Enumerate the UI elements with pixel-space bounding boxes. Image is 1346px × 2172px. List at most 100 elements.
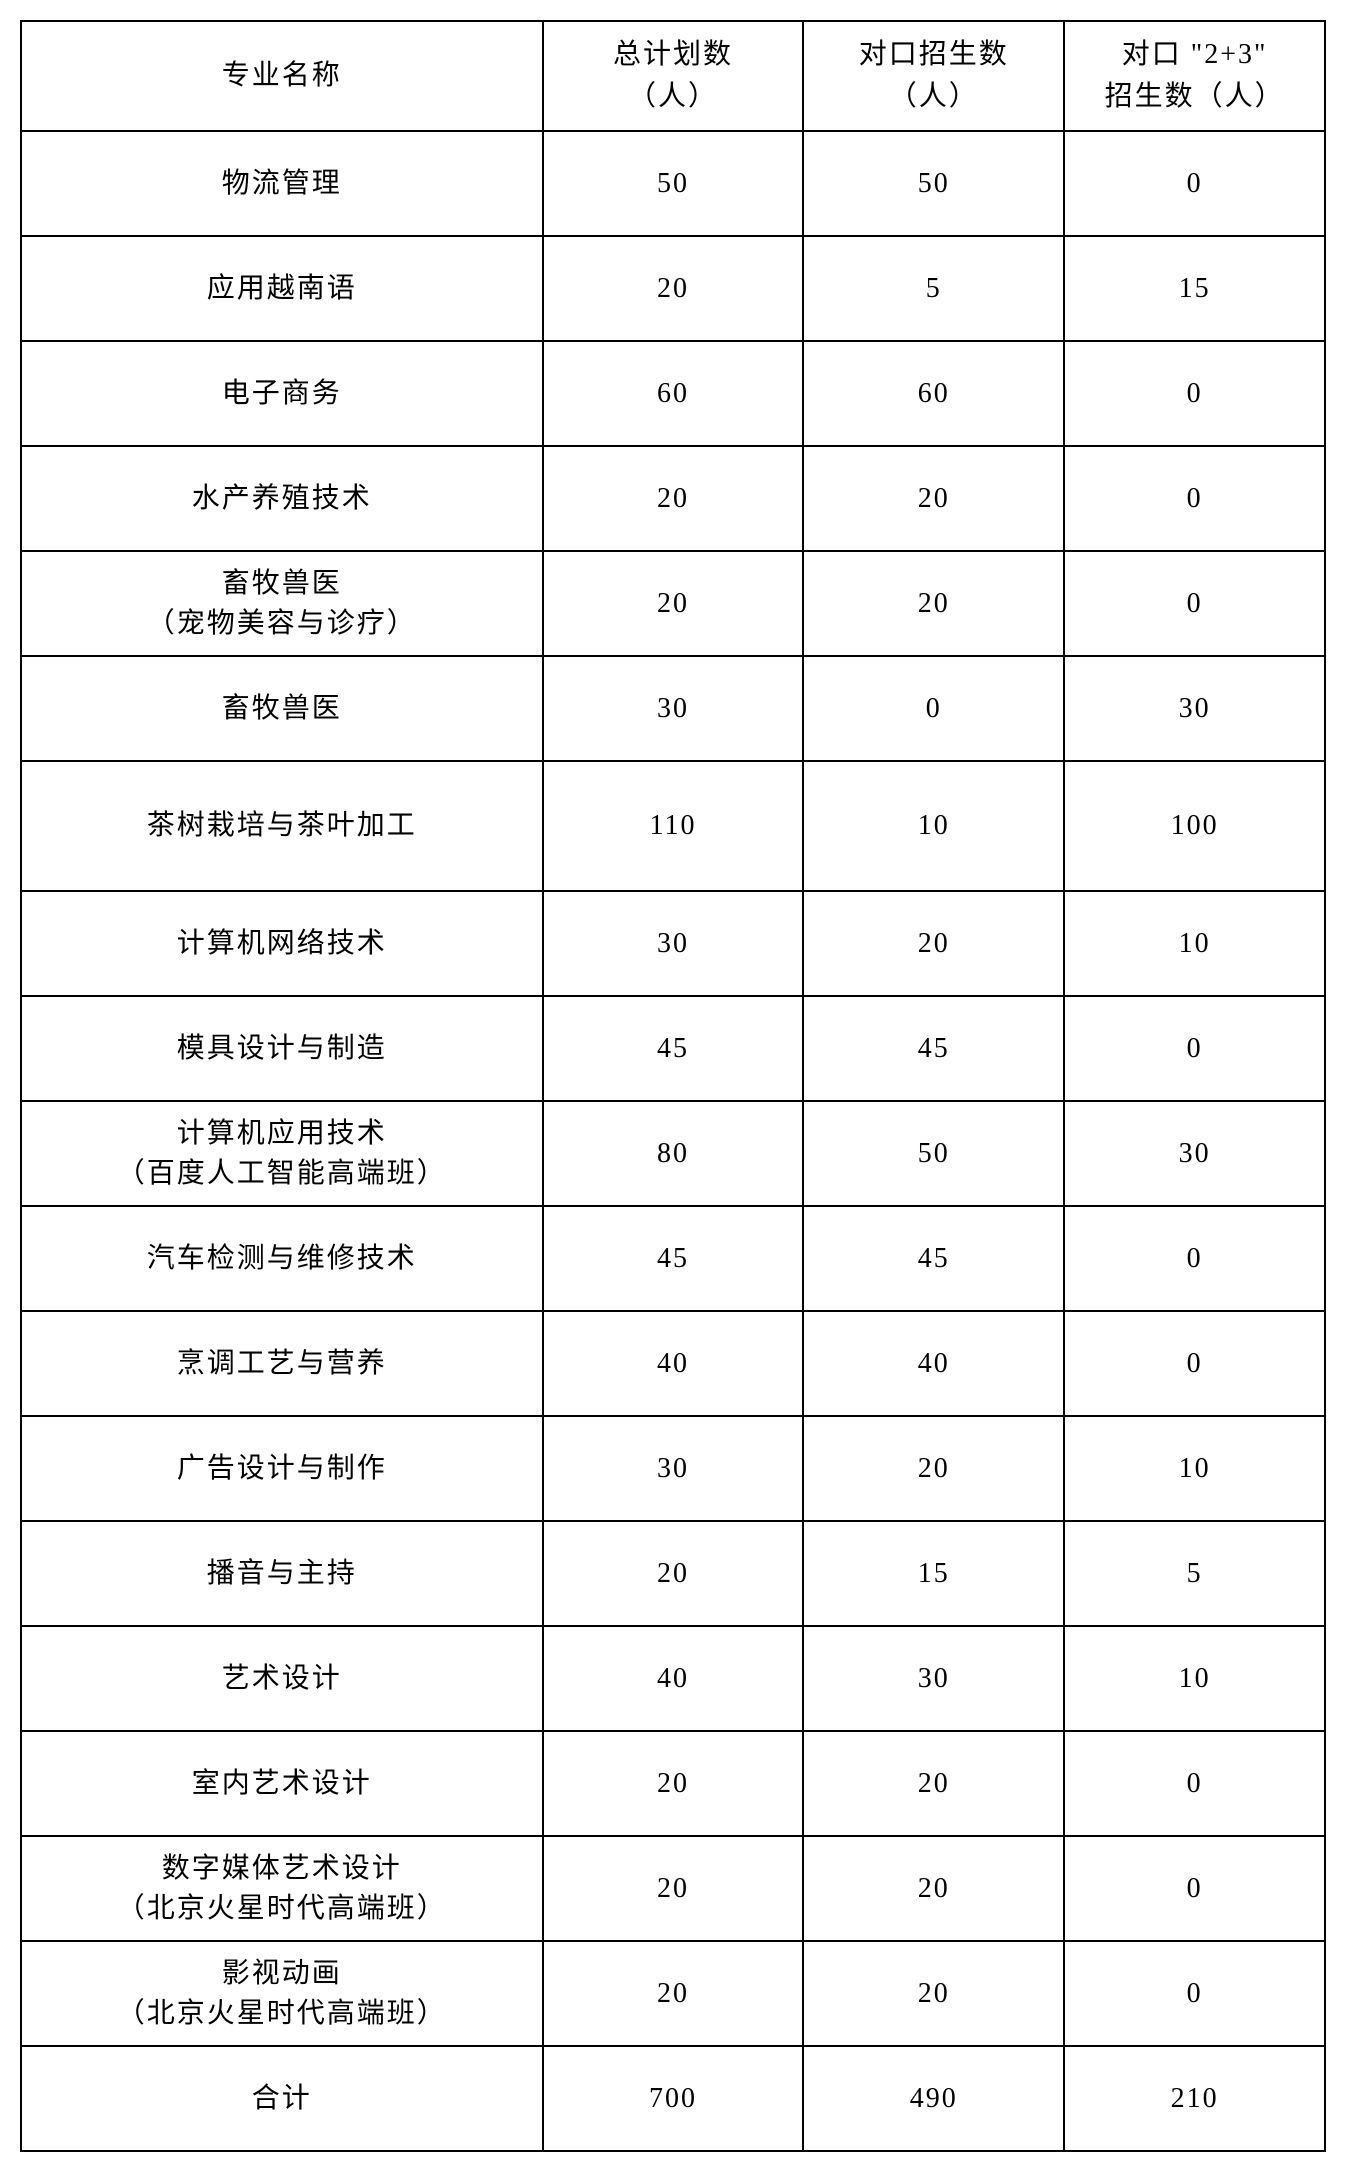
cell-direct: 5 xyxy=(803,236,1064,341)
cell-plan23: 30 xyxy=(1064,656,1325,761)
cell-major-name: 数字媒体艺术设计（北京火星时代高端班） xyxy=(21,1836,543,1941)
cell-direct: 45 xyxy=(803,996,1064,1101)
table-row: 电子商务 60 60 0 xyxy=(21,341,1325,446)
table-row: 水产养殖技术 20 20 0 xyxy=(21,446,1325,551)
cell-total: 20 xyxy=(543,1941,804,2046)
cell-total: 20 xyxy=(543,1731,804,1836)
cell-plan23: 0 xyxy=(1064,131,1325,236)
cell-direct: 20 xyxy=(803,551,1064,656)
cell-total: 50 xyxy=(543,131,804,236)
cell-plan23: 0 xyxy=(1064,1941,1325,2046)
cell-total: 60 xyxy=(543,341,804,446)
cell-total: 30 xyxy=(543,1416,804,1521)
cell-major-name: 影视动画（北京火星时代高端班） xyxy=(21,1941,543,2046)
cell-total: 20 xyxy=(543,1836,804,1941)
cell-plan23: 0 xyxy=(1064,1311,1325,1416)
cell-major-name: 计算机应用技术（百度人工智能高端班） xyxy=(21,1101,543,1206)
table-row: 畜牧兽医 30 0 30 xyxy=(21,656,1325,761)
table-row: 计算机网络技术 30 20 10 xyxy=(21,891,1325,996)
cell-total: 45 xyxy=(543,996,804,1101)
cell-major-name: 畜牧兽医 xyxy=(21,656,543,761)
table-row: 汽车检测与维修技术 45 45 0 xyxy=(21,1206,1325,1311)
cell-major-name: 艺术设计 xyxy=(21,1626,543,1731)
table-row: 应用越南语 20 5 15 xyxy=(21,236,1325,341)
cell-total: 110 xyxy=(543,761,804,891)
cell-plan23: 100 xyxy=(1064,761,1325,891)
cell-plan23: 0 xyxy=(1064,1836,1325,1941)
cell-plan23: 0 xyxy=(1064,1206,1325,1311)
cell-plan23: 0 xyxy=(1064,1731,1325,1836)
table-row-total: 合计 700 490 210 xyxy=(21,2046,1325,2151)
table-row: 艺术设计 40 30 10 xyxy=(21,1626,1325,1731)
table-row: 影视动画（北京火星时代高端班） 20 20 0 xyxy=(21,1941,1325,2046)
cell-direct: 40 xyxy=(803,1311,1064,1416)
cell-direct: 15 xyxy=(803,1521,1064,1626)
table-row: 烹调工艺与营养 40 40 0 xyxy=(21,1311,1325,1416)
cell-plan23: 0 xyxy=(1064,446,1325,551)
cell-total: 40 xyxy=(543,1311,804,1416)
header-direct: 对口招生数（人） xyxy=(803,21,1064,131)
table-row: 数字媒体艺术设计（北京火星时代高端班） 20 20 0 xyxy=(21,1836,1325,1941)
table-row: 茶树栽培与茶叶加工 110 10 100 xyxy=(21,761,1325,891)
cell-major-name: 应用越南语 xyxy=(21,236,543,341)
cell-direct: 50 xyxy=(803,131,1064,236)
cell-major-name: 播音与主持 xyxy=(21,1521,543,1626)
cell-direct: 60 xyxy=(803,341,1064,446)
cell-major-name: 烹调工艺与营养 xyxy=(21,1311,543,1416)
cell-total: 20 xyxy=(543,446,804,551)
cell-major-name: 物流管理 xyxy=(21,131,543,236)
cell-major-name: 水产养殖技术 xyxy=(21,446,543,551)
cell-direct: 20 xyxy=(803,1731,1064,1836)
cell-plan23: 10 xyxy=(1064,1416,1325,1521)
table-body: 物流管理 50 50 0 应用越南语 20 5 15 电子商务 60 60 0 … xyxy=(21,131,1325,2151)
cell-major-name: 合计 xyxy=(21,2046,543,2151)
cell-direct: 45 xyxy=(803,1206,1064,1311)
table-row: 播音与主持 20 15 5 xyxy=(21,1521,1325,1626)
cell-plan23: 10 xyxy=(1064,891,1325,996)
cell-plan23: 5 xyxy=(1064,1521,1325,1626)
enrollment-table: 专业名称 总计划数（人） 对口招生数（人） 对口 "2+3"招生数（人） 物流管… xyxy=(20,20,1326,2152)
cell-major-name: 茶树栽培与茶叶加工 xyxy=(21,761,543,891)
cell-major-name: 畜牧兽医（宠物美容与诊疗） xyxy=(21,551,543,656)
table-row: 畜牧兽医（宠物美容与诊疗） 20 20 0 xyxy=(21,551,1325,656)
cell-total: 80 xyxy=(543,1101,804,1206)
header-plan23: 对口 "2+3"招生数（人） xyxy=(1064,21,1325,131)
cell-direct: 50 xyxy=(803,1101,1064,1206)
cell-plan23: 0 xyxy=(1064,996,1325,1101)
cell-major-name: 计算机网络技术 xyxy=(21,891,543,996)
cell-direct: 20 xyxy=(803,1836,1064,1941)
cell-direct: 20 xyxy=(803,1941,1064,2046)
table-row: 计算机应用技术（百度人工智能高端班） 80 50 30 xyxy=(21,1101,1325,1206)
cell-direct: 490 xyxy=(803,2046,1064,2151)
cell-major-name: 电子商务 xyxy=(21,341,543,446)
cell-major-name: 广告设计与制作 xyxy=(21,1416,543,1521)
table-row: 室内艺术设计 20 20 0 xyxy=(21,1731,1325,1836)
cell-total: 40 xyxy=(543,1626,804,1731)
cell-total: 30 xyxy=(543,656,804,761)
table-header-row: 专业名称 总计划数（人） 对口招生数（人） 对口 "2+3"招生数（人） xyxy=(21,21,1325,131)
cell-direct: 20 xyxy=(803,446,1064,551)
cell-major-name: 室内艺术设计 xyxy=(21,1731,543,1836)
cell-total: 45 xyxy=(543,1206,804,1311)
cell-direct: 10 xyxy=(803,761,1064,891)
cell-direct: 20 xyxy=(803,1416,1064,1521)
cell-direct: 20 xyxy=(803,891,1064,996)
header-total: 总计划数（人） xyxy=(543,21,804,131)
cell-direct: 30 xyxy=(803,1626,1064,1731)
cell-plan23: 30 xyxy=(1064,1101,1325,1206)
cell-total: 30 xyxy=(543,891,804,996)
cell-direct: 0 xyxy=(803,656,1064,761)
table-row: 模具设计与制造 45 45 0 xyxy=(21,996,1325,1101)
cell-plan23: 210 xyxy=(1064,2046,1325,2151)
cell-total: 20 xyxy=(543,236,804,341)
cell-total: 20 xyxy=(543,1521,804,1626)
cell-plan23: 0 xyxy=(1064,341,1325,446)
cell-plan23: 0 xyxy=(1064,551,1325,656)
table-row: 广告设计与制作 30 20 10 xyxy=(21,1416,1325,1521)
cell-total: 20 xyxy=(543,551,804,656)
header-major-name: 专业名称 xyxy=(21,21,543,131)
cell-plan23: 10 xyxy=(1064,1626,1325,1731)
cell-major-name: 汽车检测与维修技术 xyxy=(21,1206,543,1311)
table-row: 物流管理 50 50 0 xyxy=(21,131,1325,236)
cell-plan23: 15 xyxy=(1064,236,1325,341)
